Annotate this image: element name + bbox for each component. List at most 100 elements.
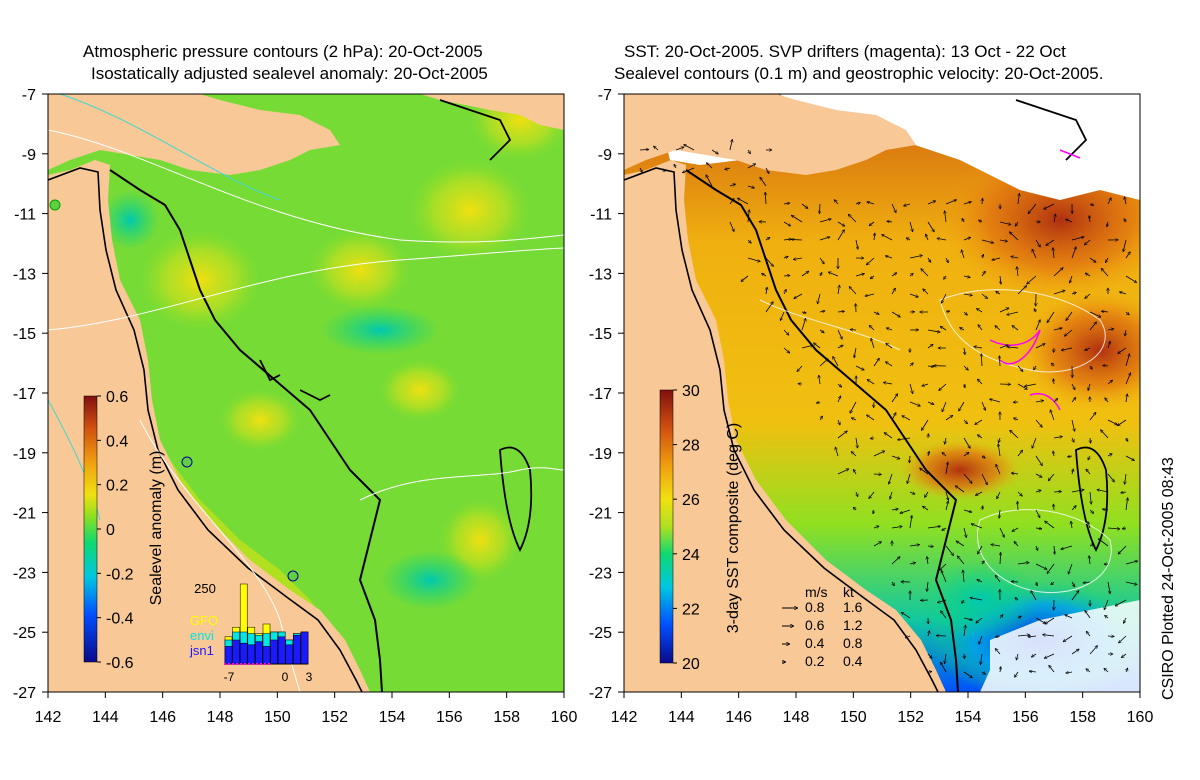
velocity-arrow (937, 599, 947, 603)
tide-gauge-marker (181, 456, 193, 468)
velocity-arrow (1071, 247, 1076, 259)
velocity-arrow (1107, 453, 1112, 456)
velocity-arrow (892, 581, 895, 586)
velocity-arrow (867, 202, 875, 205)
longitude-tick-label: 150 (840, 709, 867, 726)
latitude-tick-label: -13 (589, 266, 612, 283)
velocity-arrow (1071, 581, 1076, 587)
latitude-tick-label: -19 (13, 446, 36, 463)
velocity-kt-value: 1.2 (843, 617, 863, 633)
velocity-arrow (1104, 615, 1109, 618)
latitude-tick-label: -23 (13, 565, 36, 582)
velocity-arrow (1035, 400, 1044, 402)
velocity-arrow (1107, 341, 1110, 349)
velocity-arrow (909, 383, 913, 394)
velocity-arrow (783, 329, 789, 335)
velocity-arrow (870, 438, 875, 439)
velocity-arrow (1053, 436, 1063, 438)
velocity-arrow (891, 203, 896, 213)
velocity-arrow (873, 311, 879, 315)
velocity-arrow (978, 324, 983, 331)
velocity-arrow (927, 201, 936, 205)
velocity-arrow (1017, 450, 1023, 457)
velocity-arrow (819, 329, 824, 333)
velocity-arrow (784, 289, 787, 295)
velocity-arrow (1086, 631, 1091, 637)
velocity-arrow (855, 365, 864, 371)
longitude-tick-label: 152 (897, 709, 924, 726)
velocity-arrow (1053, 504, 1054, 511)
velocity-arrow (871, 338, 875, 349)
velocity-arrow (711, 149, 719, 155)
left-title-line1: Atmospheric pressure contours (2 hPa): 2… (83, 42, 483, 61)
velocity-arrow (1107, 221, 1108, 227)
velocity-arrow (817, 293, 821, 304)
velocity-arrow (1124, 197, 1126, 205)
velocity-arrow (1035, 473, 1042, 478)
velocity-arrow (865, 293, 875, 296)
velocity-arrow (961, 250, 965, 259)
land-new-guinea (48, 94, 340, 175)
velocity-arrow (1086, 669, 1091, 673)
velocity-arrow (850, 329, 857, 330)
velocity-arrow (995, 636, 1001, 637)
velocity-arrow (791, 239, 803, 240)
velocity-arrow (927, 329, 940, 332)
velocity-arrow (729, 184, 736, 186)
latitude-tick-label: -9 (22, 147, 36, 164)
velocity-arrow (961, 218, 964, 223)
velocity-arrow (780, 311, 785, 321)
velocity-arrow (909, 401, 921, 406)
velocity-arrow (998, 437, 1000, 443)
colorbar-tick-label: -0.4 (106, 611, 134, 628)
velocity-arrow (891, 393, 898, 403)
velocity-ms-value: 0.4 (805, 635, 825, 651)
latitude-tick-label: -15 (589, 326, 612, 343)
velocity-arrow (909, 545, 920, 546)
right-title-line2: Sealevel contours (0.1 m) and geostrophi… (614, 64, 1104, 83)
velocity-kt-value: 1.6 (843, 599, 863, 615)
left-title-line2: Isostatically adjusted sealevel anomaly:… (91, 64, 488, 83)
velocity-arrow (920, 419, 929, 431)
velocity-arrow (881, 234, 893, 241)
velocity-arrow (976, 617, 983, 623)
velocity-arrow (924, 491, 929, 498)
velocity-arrow (906, 237, 911, 240)
velocity-arrow (1090, 491, 1091, 504)
velocity-arrow (1118, 545, 1127, 554)
velocity-arrow (909, 293, 919, 297)
velocity-arrow (1089, 322, 1097, 331)
velocity-arrow (909, 562, 916, 564)
velocity-arrow (819, 311, 825, 312)
velocity-arrow (981, 473, 988, 485)
velocity-arrow (999, 527, 1005, 537)
velocity-arrow (1000, 552, 1001, 565)
velocity-arrow (1072, 437, 1075, 442)
velocity-arrow (1009, 232, 1019, 241)
velocity-arrow (1119, 292, 1127, 295)
velocity-arrow (1125, 354, 1130, 367)
velocity-arrow (1089, 555, 1090, 565)
velocity-arrow (909, 221, 913, 232)
velocity-arrow (1012, 527, 1019, 532)
longitude-tick-label: 160 (551, 709, 578, 726)
velocity-arrow (998, 444, 1001, 457)
velocity-arrow (999, 308, 1009, 313)
histogram-bar (224, 646, 233, 665)
velocity-arrow (1090, 365, 1092, 369)
velocity-arrow (1069, 275, 1073, 283)
velocity-arrow (942, 401, 947, 412)
velocity-arrow (1061, 347, 1073, 350)
right-title-line1: SST: 20-Oct-2005. SVP drifters (magenta)… (624, 42, 1066, 61)
velocity-arrow (1054, 214, 1056, 223)
velocity-arrow (801, 345, 813, 349)
longitude-tick-label: 152 (321, 709, 348, 726)
velocity-arrow (1068, 563, 1073, 574)
velocity-arrow (1117, 419, 1127, 427)
land-new-guinea (624, 94, 916, 175)
velocity-arrow (890, 491, 893, 499)
colorbar-tick-label: 24 (682, 547, 700, 564)
velocity-arrow (981, 401, 986, 411)
velocity-kt-value: 0.8 (843, 635, 863, 651)
